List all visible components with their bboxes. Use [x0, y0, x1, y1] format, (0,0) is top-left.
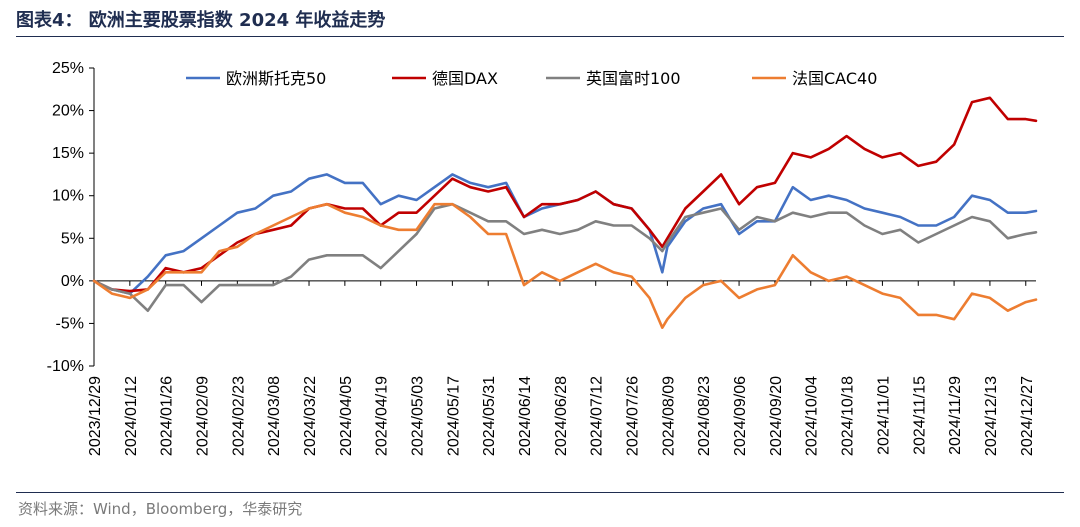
figure-title: 图表4： 欧洲主要股票指数 2024 年收益走势: [16, 10, 386, 31]
legend-label-2: 德国DAX: [432, 69, 498, 88]
title-rule: [16, 36, 1064, 37]
y-tick-label: 25%: [52, 60, 84, 77]
y-tick-label: 20%: [52, 103, 84, 120]
y-axis: -10% -5% 0% 5% 10% 15% 20% 25%: [47, 60, 95, 375]
source-note: 资料来源：Wind，Bloomberg，华泰研究: [18, 500, 303, 518]
x-tick-label: 2024/08/09: [660, 376, 677, 456]
x-tick-label: 2024/12/13: [983, 376, 1000, 456]
x-tick-label: 2024/02/23: [230, 376, 247, 456]
x-tick-label: 2024/08/23: [696, 376, 713, 456]
x-axis: 2023/12/29 2024/01/12 2024/01/26 2024/02/09…: [87, 280, 1036, 456]
legend-label-1: 欧洲斯托克50: [226, 69, 326, 88]
legend: 欧洲斯托克50 德国DAX 英国富时100 法国CAC40: [186, 69, 877, 88]
x-tick-label: 2024/04/05: [338, 376, 355, 456]
x-tick-label: 2024/09/06: [732, 376, 749, 456]
line-chart: 欧洲斯托克50 德国DAX 英国富时100 法国CAC40 -10% -5% 0% 5% 10…: [47, 60, 1038, 456]
x-tick-label: 2024/05/03: [410, 376, 427, 456]
x-tick-label: 2024/05/17: [445, 376, 462, 456]
series-line-2: [92, 96, 1038, 293]
plot-lines: [92, 96, 1038, 329]
x-tick-label: 2024/01/26: [159, 376, 176, 456]
y-tick-label: -10%: [47, 358, 84, 375]
x-tick-label: 2024/11/29: [947, 376, 964, 455]
x-tick-label: 2024/10/18: [840, 376, 857, 456]
x-tick-label: 2024/11/15: [911, 376, 928, 455]
x-tick-label: 2024/03/22: [302, 376, 319, 456]
x-tick-label: 2024/02/09: [195, 376, 212, 456]
legend-label-3: 英国富时100: [586, 69, 681, 88]
x-tick-label: 2024/03/08: [266, 376, 283, 456]
x-tick-label: 2024/07/26: [625, 376, 642, 456]
y-tick-label: -5%: [56, 315, 84, 332]
source-rule: [16, 492, 1064, 493]
x-tick-label: 2024/06/14: [517, 376, 534, 456]
y-tick-label: 15%: [52, 145, 84, 162]
legend-label-4: 法国CAC40: [792, 69, 877, 88]
x-tick-label: 2024/05/31: [481, 376, 498, 456]
x-tick-label: 2024/07/12: [589, 376, 606, 456]
series-line-3: [92, 202, 1038, 312]
x-tick-label: 2024/11/01: [875, 376, 892, 455]
y-tick-label: 0%: [61, 273, 84, 290]
x-tick-label: 2024/04/19: [374, 376, 391, 456]
x-tick-label: 2024/01/12: [123, 376, 140, 456]
y-tick-label: 5%: [61, 230, 84, 247]
y-tick-label: 10%: [52, 188, 84, 205]
x-tick-label: 2023/12/29: [87, 376, 104, 456]
series-line-4: [92, 202, 1038, 329]
x-tick-label: 2024/12/27: [1019, 376, 1036, 456]
x-tick-label: 2024/09/20: [768, 376, 785, 456]
x-tick-label: 2024/10/04: [804, 376, 821, 456]
x-tick-label: 2024/06/28: [553, 376, 570, 456]
